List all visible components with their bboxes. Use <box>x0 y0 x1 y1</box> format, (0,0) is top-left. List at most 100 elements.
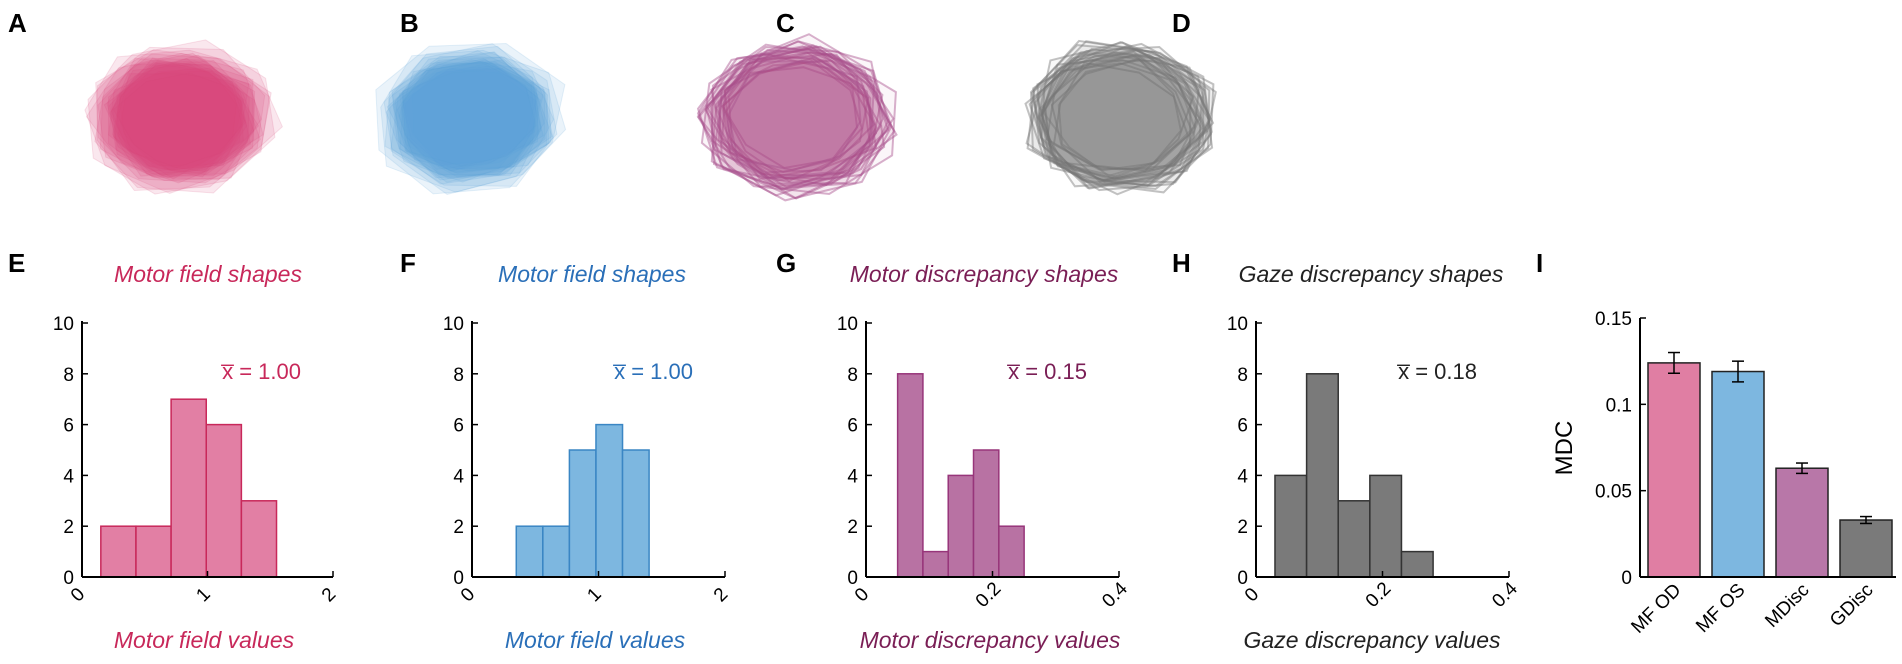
y-tick-label: 6 <box>847 416 858 437</box>
shape-polygon <box>109 57 247 180</box>
shape-outline <box>1045 59 1195 172</box>
panel-label-b: B <box>400 8 419 38</box>
shape-outline <box>713 60 874 180</box>
caption-motor-field-shapes-od: Motor field shapes <box>114 261 302 287</box>
x-tick-label: 2 <box>710 584 732 606</box>
histogram-bar <box>998 525 1025 578</box>
histogram-bar <box>595 423 624 578</box>
shape-outline <box>1033 42 1212 192</box>
x-tick-label: 0 <box>457 584 479 606</box>
shape-polygon <box>383 43 558 195</box>
shape-outline <box>1037 41 1211 196</box>
shape-polygon <box>390 61 546 185</box>
shape-polygon <box>399 51 553 183</box>
y-tick-label: 0 <box>453 568 464 589</box>
shape-outline <box>1025 40 1217 187</box>
y-tick-label: 6 <box>63 416 74 437</box>
y-tick-label: 0 <box>1237 568 1248 589</box>
shape-polygon <box>398 59 544 176</box>
shape-polygon <box>111 60 255 177</box>
caption-motor-field-shapes-os: Motor field shapes <box>498 261 686 287</box>
shape-polygon <box>400 58 535 174</box>
shape-outline <box>1041 45 1215 180</box>
shape-outline <box>710 44 896 190</box>
bar <box>1711 370 1765 578</box>
shape-polygon <box>87 39 276 195</box>
shape-outline <box>1036 54 1203 188</box>
x-tick-label: 0 <box>851 584 873 606</box>
shape-outline <box>700 43 897 196</box>
y-tick-label: 10 <box>53 314 74 335</box>
shape-outline <box>1044 50 1203 181</box>
shape-outline <box>704 51 882 188</box>
histogram-bar <box>1337 500 1371 578</box>
bar-chart-mdc: MF OD MF OS MDisc GDisc 0 0.05 0.1 0.15 MDC <box>1551 309 1896 638</box>
shape-outline <box>723 54 878 181</box>
x-axis-label: Motor discrepancy values <box>860 627 1121 653</box>
shape-polygon <box>106 57 264 177</box>
bar <box>1647 362 1701 578</box>
shape-outline <box>724 66 876 183</box>
y-tick-label: 2 <box>453 517 464 538</box>
caption-gaze-discrepancy-shapes: Gaze discrepancy shapes <box>1239 261 1504 287</box>
shape-polygon <box>110 63 260 172</box>
shape-outline <box>1040 55 1211 185</box>
histogram-bar <box>972 449 1000 578</box>
shape-polygon <box>107 70 237 178</box>
x-tick-label: 0 <box>67 584 89 606</box>
y-tick-label: 4 <box>453 466 464 487</box>
histogram-bar <box>515 525 544 578</box>
shape-polygon <box>392 62 552 181</box>
shape-outline <box>1040 47 1192 187</box>
histogram-motor-field-od: 0 2 4 6 8 10 0 1 2 x̅ = 1.00 Motor field values <box>53 314 340 653</box>
histogram-bar <box>240 500 278 578</box>
shape-polygon <box>103 67 250 170</box>
histogram-bar <box>135 525 172 578</box>
panel-label-a: A <box>8 8 27 38</box>
shape-polygon <box>97 60 254 182</box>
shape-polygon <box>94 53 272 194</box>
bar <box>1775 467 1829 578</box>
histogram-bar <box>1305 373 1339 578</box>
shape-outline <box>721 56 859 170</box>
y-tick-label: 8 <box>847 365 858 386</box>
shape-outline <box>721 48 872 177</box>
shape-polygon <box>392 58 535 170</box>
y-tick-label: 8 <box>63 365 74 386</box>
y-tick-label: 0.15 <box>1595 309 1632 330</box>
shape-outline <box>727 52 871 180</box>
x-tick-label: 1 <box>192 584 214 606</box>
y-tick-label: 10 <box>443 314 464 335</box>
y-tick-label: 2 <box>847 517 858 538</box>
shape-polygon <box>402 67 542 170</box>
shape-outline <box>1040 58 1199 178</box>
histogram-bar <box>542 525 571 578</box>
shape-outline <box>1057 58 1182 172</box>
panel-label-g: G <box>776 248 796 278</box>
x-axis-label: Gaze discrepancy values <box>1244 627 1501 653</box>
x-tick-label: 0.2 <box>972 578 1006 612</box>
panel-label-h: H <box>1172 248 1191 278</box>
histogram-bar <box>1400 550 1434 578</box>
histogram-gaze-discrepancy: 0 2 4 6 8 10 0 0.2 0.4 x̅ = 0.18 Gaze discrepancy … <box>1227 314 1522 653</box>
shape-outline <box>696 40 884 200</box>
histogram-motor-discrepancy: 0 2 4 6 8 10 0 0.2 0.4 x̅ = 0.15 Motor discrepancy… <box>837 314 1132 653</box>
shape-polygon <box>388 45 554 187</box>
category-label: GDisc <box>1826 580 1877 631</box>
shape-outline <box>1036 62 1201 171</box>
x-tick-label: 0.4 <box>1488 578 1522 612</box>
panel-label-c: C <box>776 8 795 38</box>
y-tick-label: 6 <box>453 416 464 437</box>
shape-polygon <box>385 50 545 183</box>
shape-polygon <box>118 62 243 167</box>
shape-polygon <box>412 67 537 167</box>
bar <box>1839 519 1893 578</box>
shape-polygon <box>401 65 539 170</box>
shape-outline <box>697 40 895 200</box>
shape-polygon <box>391 55 549 179</box>
shape-polygon <box>112 57 252 176</box>
y-tick-label: 10 <box>1227 314 1248 335</box>
shape-outline <box>717 59 870 174</box>
shape-polygon <box>384 56 550 176</box>
shape-outline <box>1038 54 1196 177</box>
